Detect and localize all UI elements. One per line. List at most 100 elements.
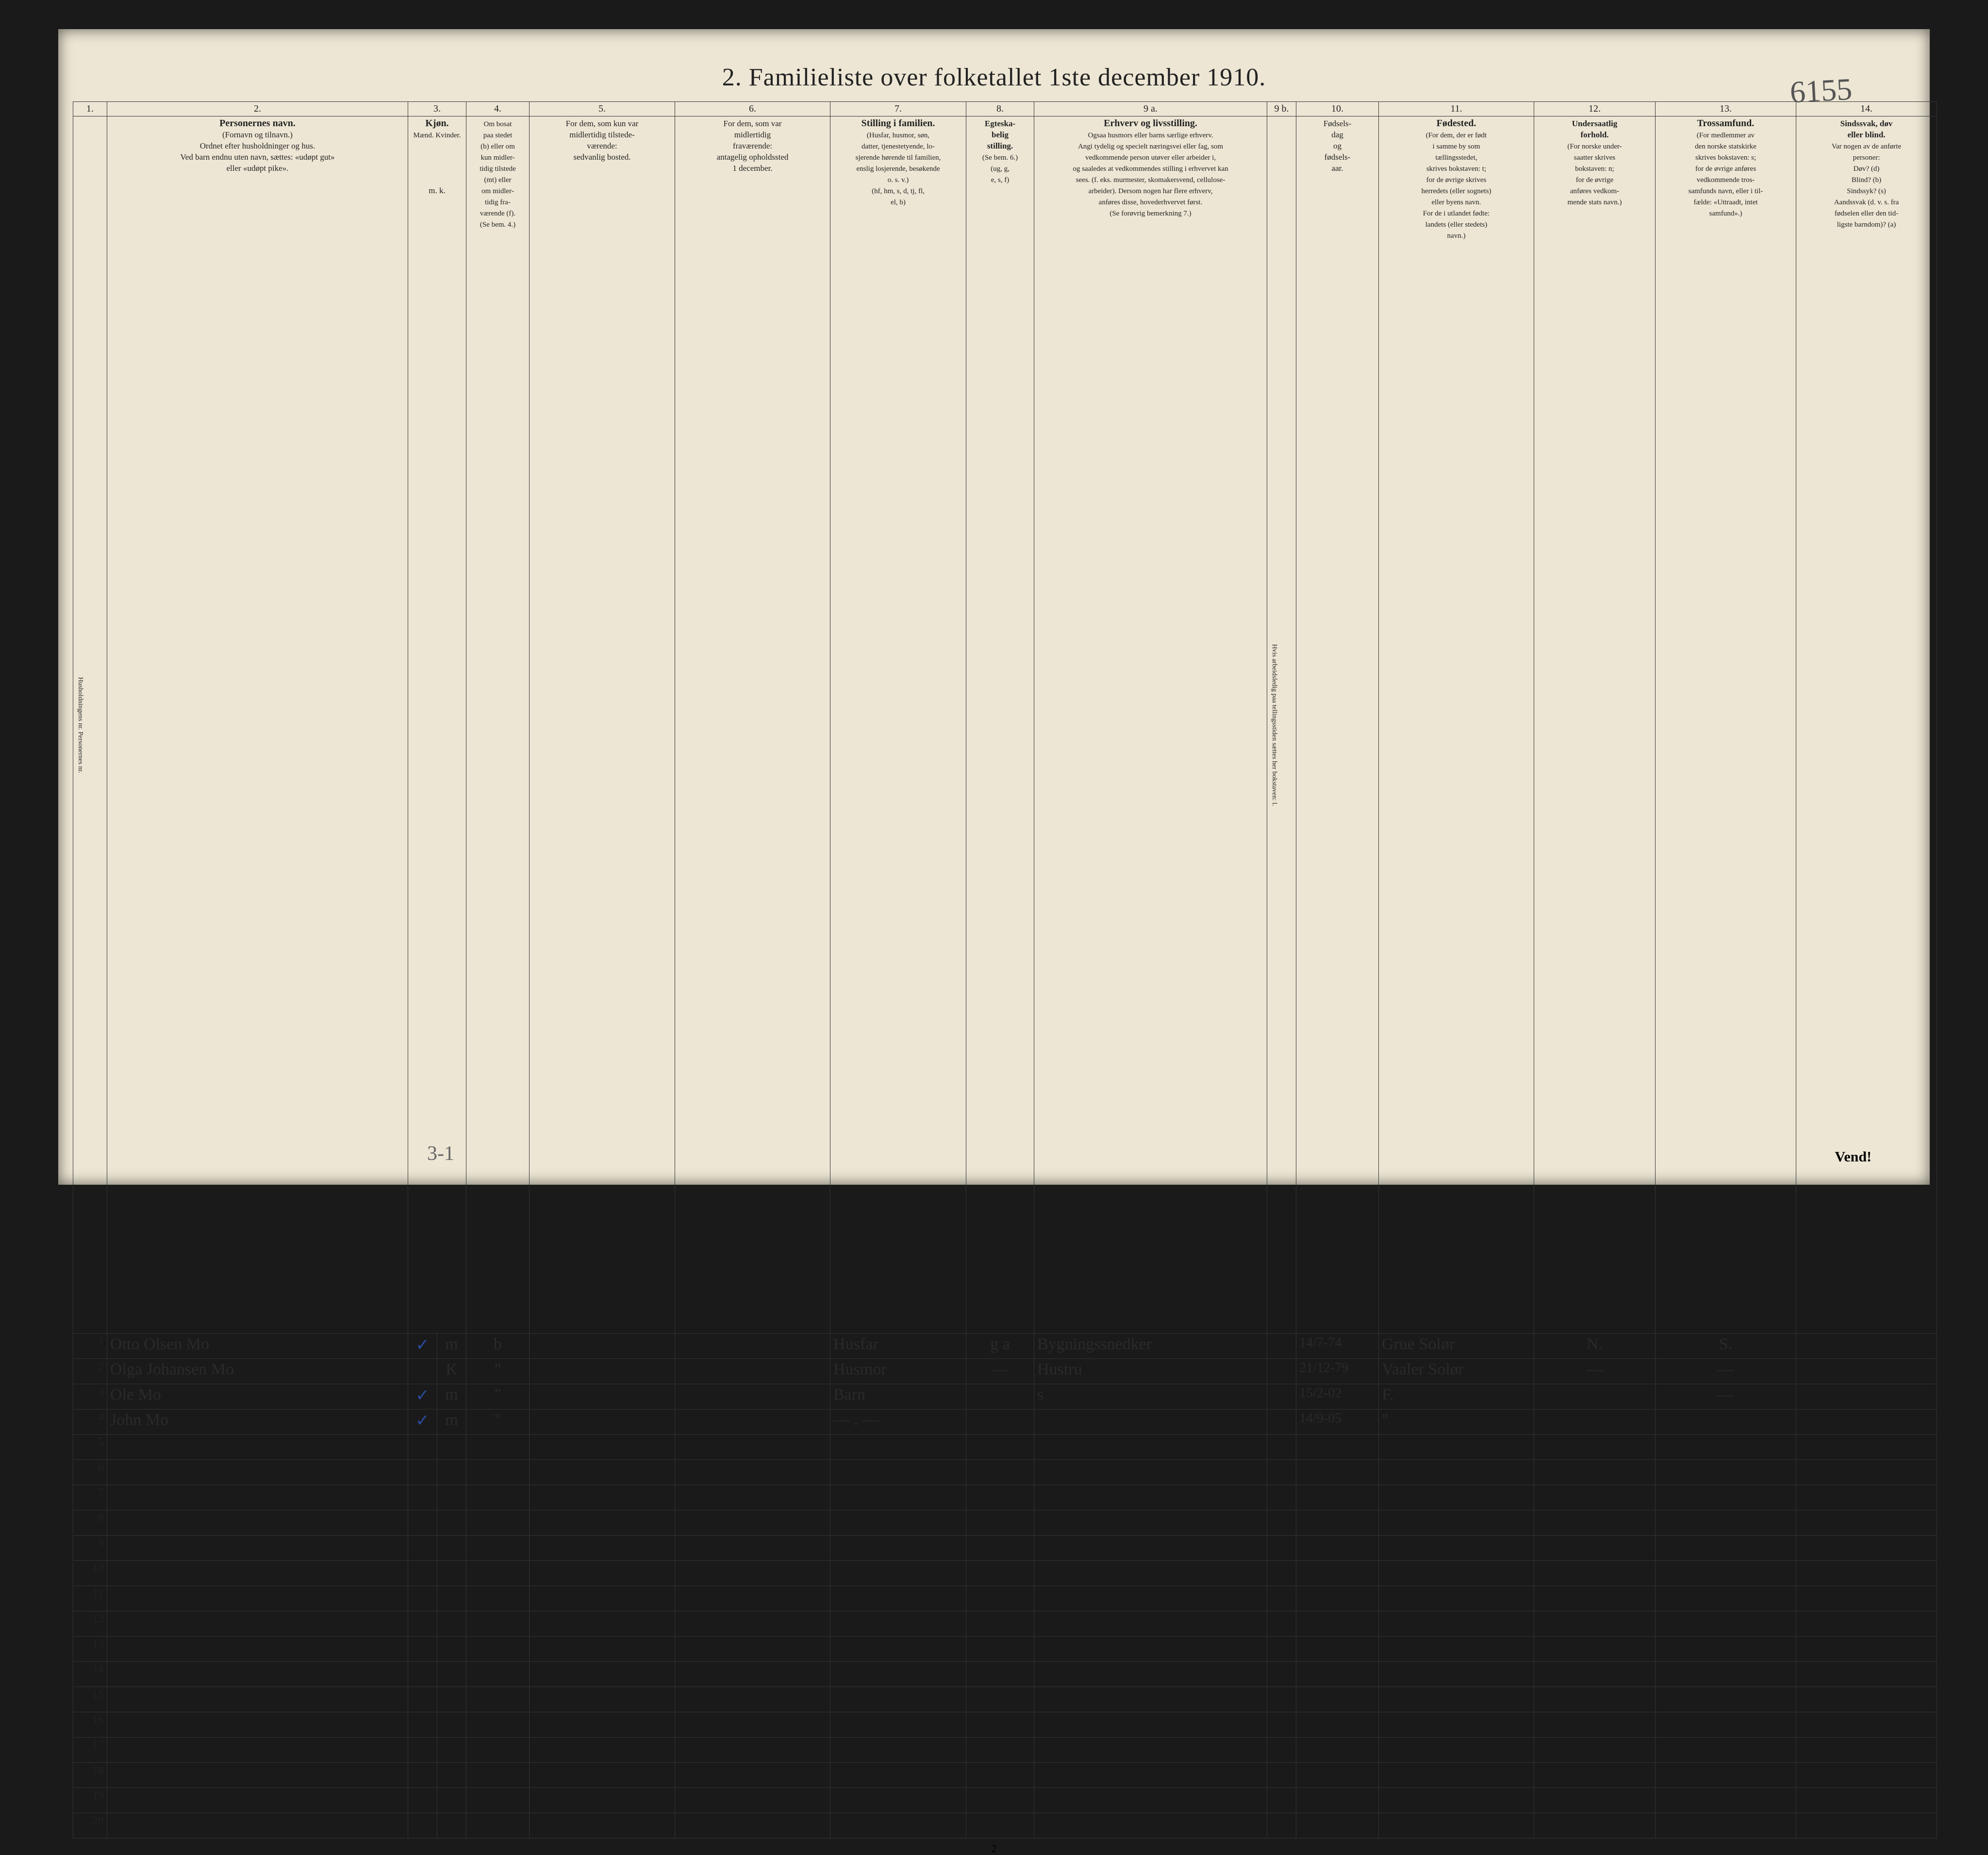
- empty-cell: [1267, 1586, 1296, 1611]
- empty-cell: [1296, 1813, 1379, 1838]
- cell-col4: ": [466, 1409, 530, 1435]
- empty-cell: [1034, 1460, 1267, 1485]
- cell-col12: N.: [1534, 1334, 1656, 1359]
- colnum-9a: 9 a.: [1034, 102, 1267, 116]
- table-row: 16: [73, 1712, 1937, 1738]
- header-col8-sub: (Se bem. 6.) (ug, g, e, s, f): [982, 154, 1018, 184]
- header-col4: Om bosat paa stedet (b) eller om kun mid…: [466, 116, 530, 1334]
- empty-cell: [437, 1586, 466, 1611]
- colnum-11: 11.: [1379, 102, 1534, 116]
- header-col6: For dem, som var midlertidig fraværende:…: [675, 116, 830, 1334]
- header-col7-title: Stilling i familien.: [861, 118, 935, 129]
- empty-cell: [675, 1637, 830, 1662]
- empty-cell: [1379, 1561, 1534, 1586]
- cell-name: John Mo: [107, 1409, 408, 1435]
- empty-cell: [107, 1637, 408, 1662]
- cell-col9b: [1267, 1384, 1296, 1409]
- empty-cell: [1796, 1712, 1937, 1738]
- table-row: 7: [73, 1485, 1937, 1510]
- empty-cell: [437, 1788, 466, 1813]
- header-col10-text: Fødsels- dag og fødsels- aar.: [1324, 119, 1352, 173]
- colnum-4: 4.: [466, 102, 530, 116]
- table-row: 19: [73, 1788, 1937, 1813]
- empty-cell: [830, 1813, 966, 1838]
- empty-cell: [1534, 1536, 1656, 1561]
- header-col12-title: Undersaatlig forhold.: [1572, 119, 1618, 139]
- empty-cell: [675, 1813, 830, 1838]
- empty-cell: [1796, 1510, 1937, 1536]
- table-row: 5: [73, 1435, 1937, 1460]
- header-col9a-sub: Ogsaa husmors eller barns særlige erhver…: [1073, 132, 1228, 217]
- table-row: 8: [73, 1510, 1937, 1536]
- row-number: 7: [73, 1485, 107, 1510]
- empty-cell: [437, 1738, 466, 1763]
- cell-col8: g a: [966, 1334, 1034, 1359]
- cell-name: Olga Johansen Mo: [107, 1359, 408, 1384]
- empty-cell: [1534, 1561, 1656, 1586]
- empty-cell: [1296, 1738, 1379, 1763]
- row-number: 20: [73, 1813, 107, 1838]
- empty-cell: [675, 1586, 830, 1611]
- empty-cell: [1267, 1662, 1296, 1687]
- cell-col8: [966, 1409, 1034, 1435]
- cell-col6: [675, 1409, 830, 1435]
- cell-sex-m: [408, 1359, 437, 1384]
- empty-cell: [830, 1788, 966, 1813]
- empty-cell: [966, 1536, 1034, 1561]
- empty-cell: [830, 1637, 966, 1662]
- empty-cell: [1034, 1611, 1267, 1637]
- cell-col6: [675, 1359, 830, 1384]
- header-col10: Fødsels- dag og fødsels- aar.: [1296, 116, 1379, 1334]
- empty-cell: [1379, 1510, 1534, 1536]
- empty-cell: [675, 1485, 830, 1510]
- column-number-row: 1. 2. 3. 4. 5. 6. 7. 8. 9 a. 9 b. 10. 11…: [73, 102, 1937, 116]
- empty-cell: [1034, 1662, 1267, 1687]
- empty-cell: [107, 1561, 408, 1586]
- empty-cell: [1796, 1611, 1937, 1637]
- empty-cell: [1267, 1788, 1296, 1813]
- empty-cell: [1267, 1561, 1296, 1586]
- row-number: 12: [73, 1611, 107, 1637]
- empty-cell: [530, 1687, 675, 1712]
- cell-col13: —: [1656, 1384, 1796, 1409]
- cell-col5: [530, 1409, 675, 1435]
- cell-col9a: [1034, 1409, 1267, 1435]
- header-col12-sub: (For norske under- saatter skrives bokst…: [1567, 143, 1622, 206]
- empty-cell: [466, 1510, 530, 1536]
- empty-cell: [1796, 1460, 1937, 1485]
- empty-cell: [408, 1611, 437, 1637]
- empty-cell: [408, 1460, 437, 1485]
- empty-cell: [1796, 1788, 1937, 1813]
- cell-sex-k: m: [437, 1384, 466, 1409]
- empty-cell: [675, 1611, 830, 1637]
- empty-cell: [1656, 1763, 1796, 1788]
- empty-cell: [1296, 1536, 1379, 1561]
- empty-cell: [466, 1460, 530, 1485]
- empty-cell: [1034, 1435, 1267, 1460]
- cell-col10: 14/9-05: [1296, 1409, 1379, 1435]
- empty-cell: [437, 1561, 466, 1586]
- header-col13-title: Trossamfund.: [1697, 118, 1755, 129]
- colnum-13: 13.: [1656, 102, 1796, 116]
- empty-cell: [466, 1536, 530, 1561]
- colnum-1: 1.: [73, 102, 107, 116]
- row-number: 11: [73, 1586, 107, 1611]
- row-number: 8: [73, 1510, 107, 1536]
- empty-cell: [107, 1536, 408, 1561]
- empty-cell: [1296, 1637, 1379, 1662]
- empty-cell: [966, 1788, 1034, 1813]
- empty-cell: [437, 1763, 466, 1788]
- cell-col4: ": [466, 1384, 530, 1409]
- cell-col13: [1656, 1409, 1796, 1435]
- empty-cell: [1267, 1435, 1296, 1460]
- empty-cell: [408, 1561, 437, 1586]
- empty-cell: [675, 1435, 830, 1460]
- empty-cell: [966, 1687, 1034, 1712]
- cell-col13: S.: [1656, 1334, 1796, 1359]
- header-col2: Personernes navn. (Fornavn og tilnavn.) …: [107, 116, 408, 1334]
- header-col3-mk: m. k.: [429, 186, 445, 195]
- header-col7: Stilling i familien. (Husfar, husmor, sø…: [830, 116, 966, 1334]
- empty-cell: [1267, 1485, 1296, 1510]
- cell-sex-k: m: [437, 1409, 466, 1435]
- cell-col9a: s: [1034, 1384, 1267, 1409]
